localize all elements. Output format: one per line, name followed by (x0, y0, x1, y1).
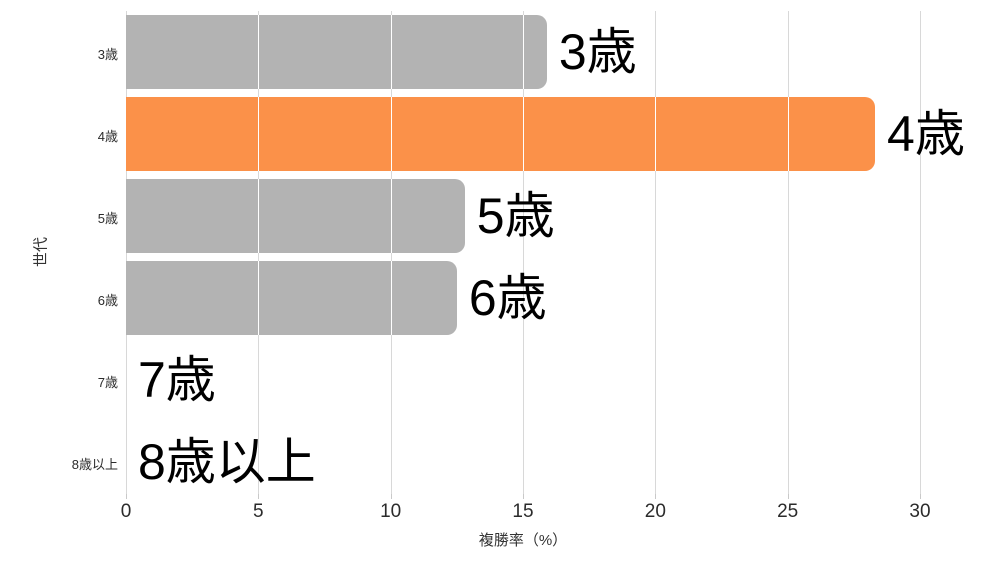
bar-data-label-1: 3歳 (558, 24, 637, 80)
tick-mark-x-30 (920, 494, 921, 499)
y-tick-label-4: 6歳 (97, 293, 118, 308)
bar-gridline-stripe (390, 97, 392, 171)
tick-mark-x-0 (126, 494, 127, 499)
x-tick-label-25: 25 (777, 501, 799, 522)
x-tick-label-0: 0 (120, 501, 132, 522)
gridline-x-30 (920, 11, 921, 494)
y-tick-label-3: 5歳 (97, 211, 118, 226)
x-tick-label-20: 20 (644, 501, 666, 522)
bar-gridline-stripe (523, 15, 524, 89)
y-tick-label-6: 8歳以上 (71, 457, 118, 472)
bar-data-label-3: 5歳 (476, 188, 555, 244)
gridline-x-20 (655, 11, 657, 494)
y-tick-label-1: 3歳 (97, 47, 118, 62)
bar-data-label-6: 8歳以上 (138, 434, 316, 490)
bar-3 (126, 179, 465, 253)
bar-data-label-4: 6歳 (468, 270, 547, 326)
bar-gridline-stripe (390, 179, 392, 253)
bar-gridline-stripe (787, 97, 789, 171)
bar-data-label-2: 4歳 (887, 106, 965, 162)
bar-gridline-stripe (258, 261, 260, 335)
bar-gridline-stripe (390, 261, 392, 335)
tick-mark-x-5 (258, 494, 260, 499)
x-axis-title: 複勝率（%） (478, 532, 568, 549)
x-tick-label-10: 10 (380, 501, 402, 522)
bar-gridline-stripe (258, 15, 260, 89)
x-tick-label-5: 5 (253, 501, 264, 522)
bar-4 (126, 261, 457, 335)
bar-1 (126, 15, 547, 89)
gridline-x-25 (787, 11, 789, 494)
bar-gridline-stripe (523, 97, 524, 171)
bar-data-label-5: 7歳 (138, 352, 216, 408)
tick-mark-x-20 (655, 494, 657, 499)
bar-gridline-stripe (258, 179, 260, 253)
gridline-x-15 (523, 11, 524, 494)
tick-mark-x-10 (390, 494, 392, 499)
y-tick-label-5: 7歳 (97, 375, 118, 390)
bar-gridline-stripe (390, 15, 392, 89)
x-tick-label-30: 30 (909, 501, 931, 522)
x-tick-label-15: 15 (512, 501, 534, 522)
tick-mark-x-15 (523, 494, 524, 499)
bar-gridline-stripe (655, 97, 657, 171)
y-axis-title: 世代 (32, 236, 50, 268)
bar-2 (126, 97, 876, 171)
tick-mark-x-25 (787, 494, 789, 499)
bar-gridline-stripe (258, 97, 260, 171)
y-tick-label-2: 4歳 (97, 129, 118, 144)
